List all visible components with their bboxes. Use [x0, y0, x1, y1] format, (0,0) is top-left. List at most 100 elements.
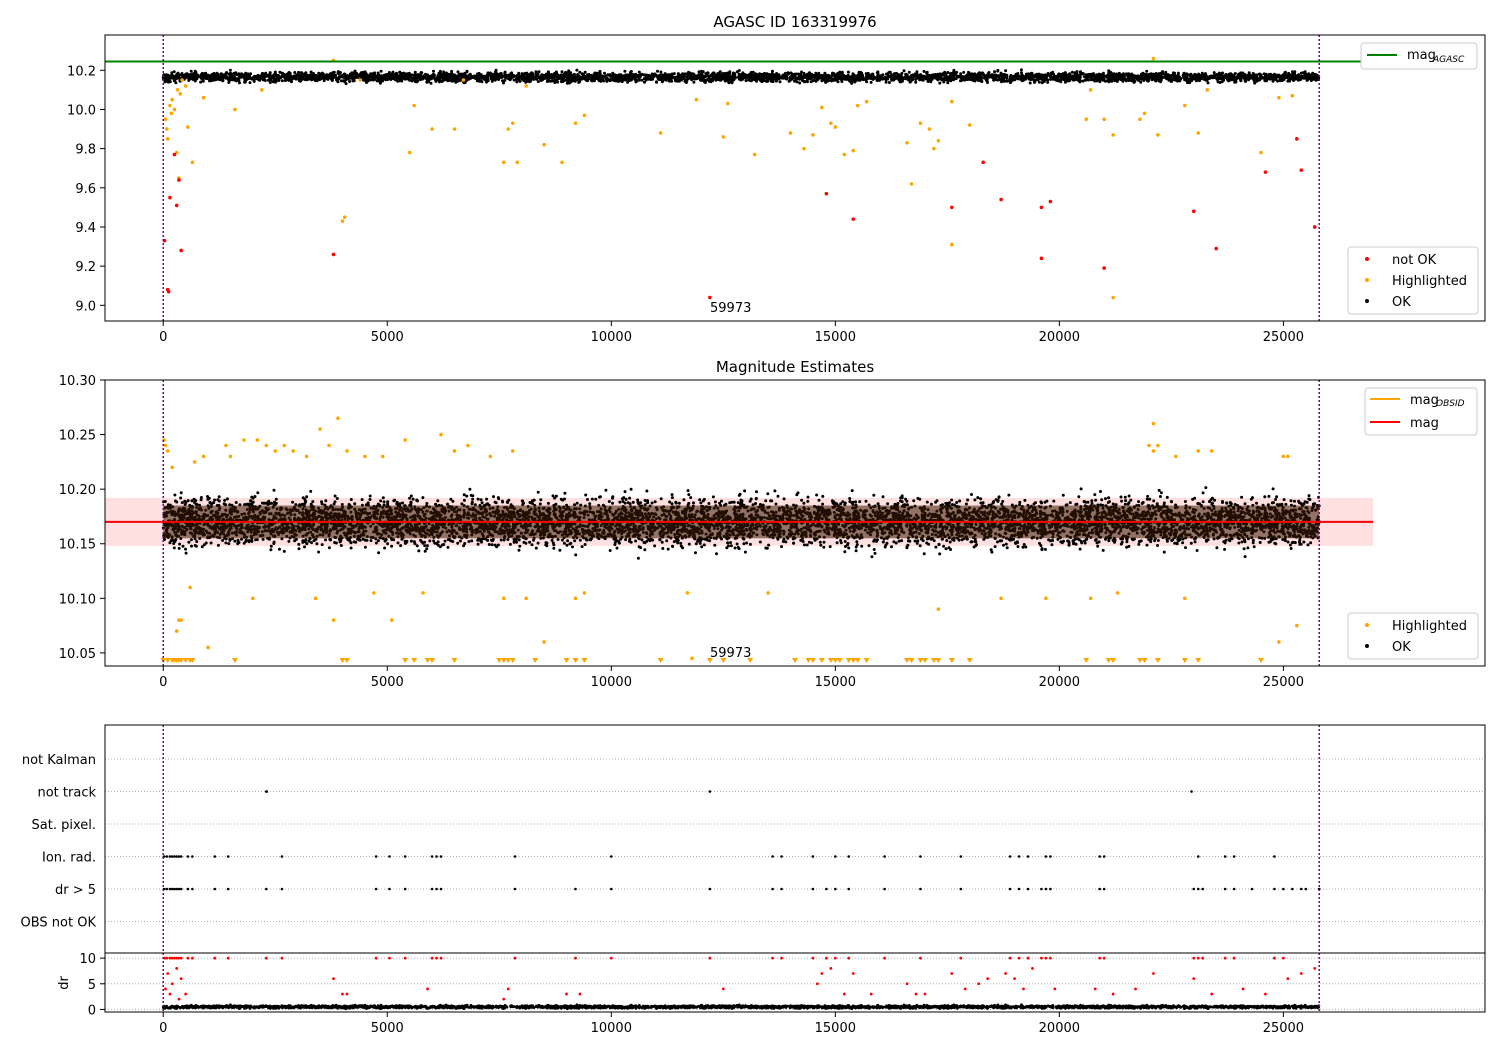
ok-point	[996, 68, 1000, 72]
ok-point	[560, 70, 564, 74]
ok-point	[1315, 74, 1319, 78]
ok-point	[688, 71, 692, 75]
ok-point	[831, 73, 835, 77]
ok-point	[195, 73, 199, 77]
ok-point	[339, 544, 343, 547]
ok-point	[993, 70, 996, 74]
highlighted-point	[864, 99, 869, 104]
highlighted-point	[1156, 133, 1160, 137]
ok-point	[784, 77, 788, 81]
ok-point	[737, 77, 741, 81]
ok-point	[1081, 72, 1085, 76]
highlighted-point	[260, 88, 264, 92]
ok-point	[1127, 77, 1131, 81]
ok-point	[1078, 73, 1082, 77]
ok-point	[633, 78, 637, 82]
ok-point	[229, 75, 233, 79]
ok-point	[238, 81, 241, 85]
highlighted-point	[430, 127, 434, 131]
highlighted-point	[1102, 117, 1106, 122]
ok-point	[1297, 73, 1301, 77]
ok-point	[1299, 71, 1303, 75]
ok-point	[575, 78, 579, 82]
ok-point	[1200, 71, 1204, 75]
ok-point	[254, 77, 258, 81]
highlighted-point	[180, 78, 184, 82]
ok-point	[1189, 72, 1193, 76]
ok-point	[875, 77, 879, 81]
ok-point	[572, 73, 576, 77]
ok-point	[780, 75, 784, 79]
ok-point	[990, 75, 994, 79]
ok-point	[619, 79, 623, 83]
ok-point	[790, 77, 794, 81]
ok-point	[730, 77, 734, 81]
ok-point	[423, 73, 427, 76]
ok-point	[273, 70, 277, 74]
ok-point	[1057, 72, 1061, 76]
ok-point	[916, 74, 920, 78]
ok-point	[1206, 81, 1210, 85]
ok-point	[1009, 73, 1013, 77]
ok-point	[1288, 79, 1292, 83]
ok-point	[1099, 74, 1103, 78]
ok-point	[209, 541, 213, 545]
ok-point	[907, 70, 911, 74]
ok-point	[515, 80, 519, 84]
ok-point	[980, 71, 984, 75]
highlighted-point	[542, 142, 546, 147]
ok-point	[1004, 69, 1008, 73]
ok-point	[503, 79, 507, 82]
ok-point	[1145, 69, 1149, 73]
ok-point	[843, 76, 847, 80]
highlighted-point	[461, 78, 466, 82]
ok-point	[629, 70, 632, 74]
ok-point	[441, 73, 445, 77]
ok-point	[748, 78, 752, 82]
ok-point	[1183, 74, 1187, 78]
highlighted-point	[967, 123, 972, 127]
ok-point	[921, 75, 925, 79]
ok-point	[1290, 77, 1294, 81]
ok-point	[1002, 74, 1006, 78]
ok-point	[199, 80, 203, 84]
ok-point	[1173, 74, 1177, 78]
ok-point	[480, 80, 484, 84]
ok-point	[979, 77, 983, 81]
ok-point	[962, 70, 966, 74]
ok-point	[1239, 71, 1243, 75]
ok-point	[380, 78, 384, 82]
ok-point	[329, 73, 332, 77]
ok-point	[665, 78, 668, 82]
ok-point	[825, 74, 829, 78]
ok-point	[1281, 78, 1284, 82]
ok-point	[393, 72, 397, 76]
highlighted-point	[573, 121, 578, 125]
highlighted-point	[501, 160, 506, 165]
ok-point	[601, 74, 605, 78]
ok-point	[165, 77, 169, 81]
panel-magnitude-estimates: Magnitude Estimates 0 5000 10000 15000 20000…	[59, 358, 1486, 690]
ok-point	[910, 77, 914, 81]
ok-point	[746, 74, 750, 77]
highlighted-point	[932, 146, 936, 151]
ok-point	[178, 73, 182, 77]
ok-point	[164, 75, 168, 79]
ok-point	[726, 79, 730, 83]
highlighted-point	[1196, 131, 1201, 135]
ok-point	[959, 72, 963, 76]
not-ok-point	[1048, 199, 1053, 204]
ok-point	[623, 69, 627, 73]
ok-point	[1222, 76, 1226, 80]
ok-point	[986, 72, 990, 76]
ok-point	[429, 81, 433, 85]
ok-point	[659, 77, 663, 81]
ok-point	[767, 74, 771, 77]
ok-point	[611, 71, 615, 75]
ok-point	[759, 78, 763, 81]
ok-point	[1037, 80, 1041, 84]
ok-point	[512, 74, 516, 78]
ok-point	[667, 77, 671, 81]
highlighted-point	[172, 107, 177, 112]
